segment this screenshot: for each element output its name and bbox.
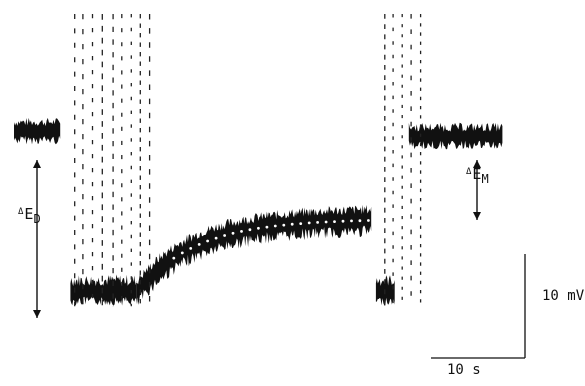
time-scale-label: 10 s bbox=[447, 362, 481, 378]
plateau-dot bbox=[257, 226, 260, 230]
plateau-dot bbox=[350, 219, 353, 223]
plateau-dot bbox=[197, 243, 201, 246]
potential-trace bbox=[14, 14, 503, 307]
plateau-dot bbox=[282, 223, 286, 227]
plateau-dot bbox=[231, 231, 235, 235]
plateau-dot bbox=[273, 224, 277, 228]
plateau-dot bbox=[299, 222, 303, 226]
plateau-dot bbox=[223, 234, 227, 237]
plateau-dot bbox=[265, 225, 269, 229]
plateau-dot bbox=[324, 220, 328, 224]
plateau-dot bbox=[290, 222, 294, 226]
plateau-dot bbox=[180, 251, 184, 255]
baseline-trace-right bbox=[408, 122, 503, 150]
plateau-dot bbox=[189, 247, 193, 250]
delta-e-m-arrow bbox=[473, 160, 481, 220]
plateau-dot bbox=[341, 219, 345, 223]
plateau-dot bbox=[214, 236, 218, 240]
plateau-dot bbox=[316, 221, 319, 224]
depolarized-trace-left bbox=[70, 274, 137, 306]
vertical-scale-label: 10 mV bbox=[542, 288, 585, 304]
recovery-trace bbox=[136, 204, 372, 305]
plateau-dot bbox=[367, 219, 370, 222]
plateau-dot bbox=[333, 220, 336, 224]
plateau-dot bbox=[307, 221, 311, 225]
delta-e-m-label: ΔEM bbox=[466, 165, 489, 186]
delta-arrows bbox=[33, 160, 481, 318]
plateau-dot bbox=[172, 256, 176, 260]
delta-e-d-arrow bbox=[33, 160, 41, 318]
plateau-dot bbox=[206, 239, 210, 243]
plateau-dot bbox=[248, 228, 252, 232]
scale-bars bbox=[431, 254, 526, 359]
baseline-trace-left bbox=[14, 117, 61, 145]
scale-bar-group bbox=[431, 254, 526, 359]
plateau-dot bbox=[358, 219, 362, 223]
plateau-dot bbox=[240, 230, 243, 233]
delta-e-d-label: ΔED bbox=[18, 205, 41, 226]
